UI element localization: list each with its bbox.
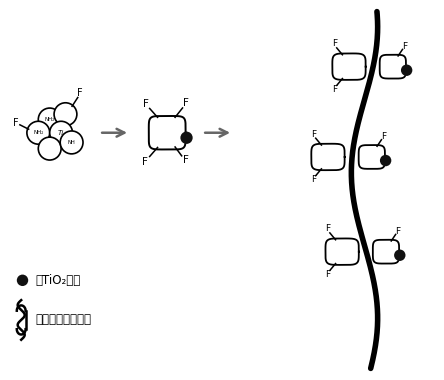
Text: F: F <box>332 40 337 48</box>
Circle shape <box>401 65 412 76</box>
Text: F: F <box>183 155 189 165</box>
Polygon shape <box>333 54 366 80</box>
Circle shape <box>38 108 61 131</box>
Text: F: F <box>332 85 337 94</box>
Text: F: F <box>381 132 386 141</box>
Text: Ti: Ti <box>58 130 64 136</box>
Polygon shape <box>380 55 406 79</box>
Text: F: F <box>311 175 316 184</box>
Text: F: F <box>325 225 330 233</box>
Text: F: F <box>13 118 18 128</box>
Text: 为聚酯纤维分子链: 为聚酯纤维分子链 <box>36 314 91 326</box>
Polygon shape <box>359 145 385 169</box>
Text: NH₂: NH₂ <box>33 130 44 135</box>
Circle shape <box>60 131 83 154</box>
Circle shape <box>380 155 391 166</box>
Text: F: F <box>311 130 316 139</box>
Text: F: F <box>77 88 83 98</box>
Text: NH: NH <box>68 140 75 145</box>
Text: F: F <box>143 99 149 109</box>
Polygon shape <box>311 144 345 170</box>
Circle shape <box>54 103 77 126</box>
Circle shape <box>17 275 28 286</box>
Text: F: F <box>325 270 330 279</box>
Text: 为TiO₂部分: 为TiO₂部分 <box>36 274 81 287</box>
Text: F: F <box>143 157 148 166</box>
Circle shape <box>394 250 405 261</box>
Polygon shape <box>325 239 359 265</box>
Circle shape <box>38 137 61 160</box>
Text: NH₂: NH₂ <box>44 117 55 122</box>
Circle shape <box>50 121 72 144</box>
Polygon shape <box>149 116 186 149</box>
Text: F: F <box>183 98 189 108</box>
Polygon shape <box>373 240 399 264</box>
Circle shape <box>27 121 50 144</box>
Text: F: F <box>395 227 400 236</box>
Text: F: F <box>402 42 407 51</box>
Circle shape <box>180 131 193 144</box>
